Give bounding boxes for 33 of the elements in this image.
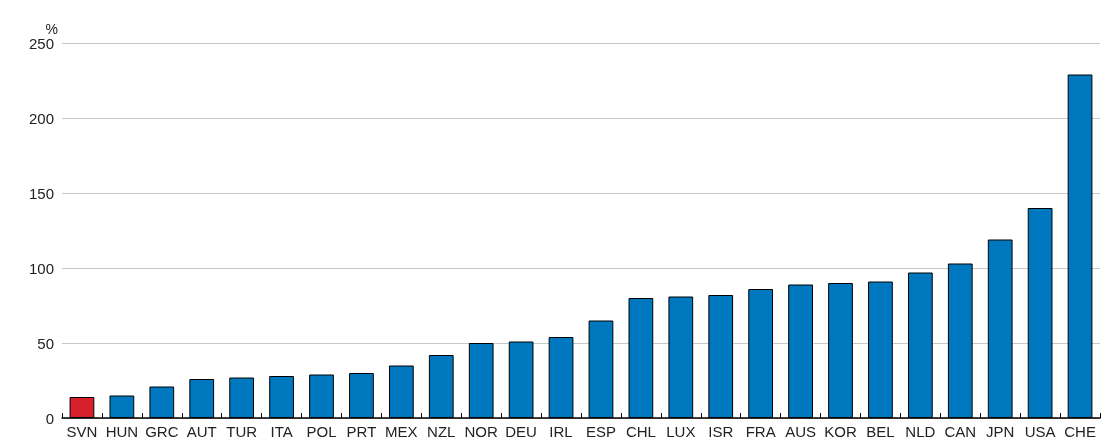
x-tick-label: CHL: [625, 423, 656, 440]
x-tick-label: AUS: [785, 423, 816, 440]
x-tick-label: ESP: [585, 423, 616, 440]
x-tick-label: ISR: [708, 423, 734, 440]
x-tick-label: HUN: [105, 423, 139, 440]
x-tick-label: PRT: [346, 423, 377, 440]
x-tick-label: BEL: [866, 423, 895, 440]
y-tick-label: 250: [28, 34, 54, 52]
x-tick-label: SVN: [66, 423, 98, 440]
x-tick-label: MEX: [385, 423, 418, 440]
x-tick-label: CAN: [944, 423, 977, 440]
x-tick-label: LUX: [666, 423, 696, 440]
y-tick-label: 150: [28, 184, 54, 202]
x-tick-label: POL: [306, 423, 337, 440]
x-tick-label: NZL: [427, 423, 456, 440]
x-tick-label: TUR: [226, 423, 258, 440]
x-tick-label: FRA: [745, 423, 776, 440]
y-tick-label: 100: [28, 259, 54, 277]
x-tick-label: IRL: [549, 423, 573, 440]
x-tick-label: GRC: [145, 423, 179, 440]
x-tick-label: USA: [1024, 423, 1056, 440]
y-tick-label: 0: [45, 409, 54, 427]
y-tick-label: 200: [28, 109, 54, 127]
y-axis-title: %: [45, 20, 58, 37]
x-tick-label: DEU: [505, 423, 537, 440]
x-tick-label: NLD: [905, 423, 936, 440]
x-tick-label: JPN: [986, 423, 1015, 440]
x-tick-label: NOR: [464, 423, 499, 440]
x-tick-label: ITA: [270, 423, 293, 440]
x-tick-label: CHE: [1064, 423, 1096, 440]
y-tick-label: 50: [37, 334, 54, 352]
x-tick-label: AUT: [186, 423, 217, 440]
x-tick-label: KOR: [824, 423, 857, 440]
